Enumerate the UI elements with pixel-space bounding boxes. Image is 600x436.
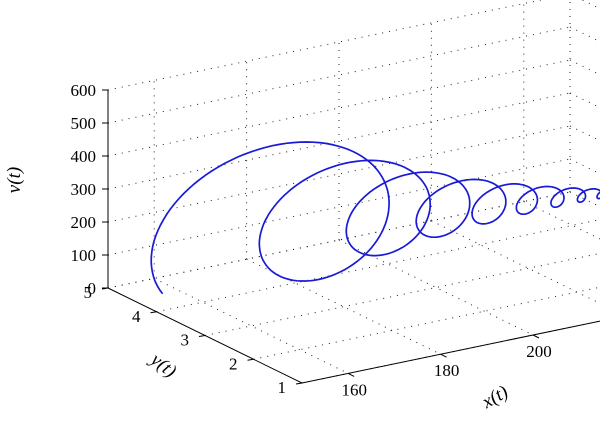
grid-back-z [107,26,571,124]
grid-side-z [569,26,600,43]
grid-side-z [569,125,600,142]
grid-floor-y [156,219,600,313]
z-tick-label: 0 [88,279,97,298]
grid-back-z [107,125,571,223]
y-tick-label: 4 [132,307,141,326]
grid-side-z [569,191,600,208]
trajectory-series-0 [150,141,600,295]
z-tick-label: 100 [71,246,97,265]
y-tick-mark [295,382,303,385]
y-tick-label: 5 [84,283,93,302]
grid-side-z [569,158,600,175]
z-tick-label: 400 [71,147,97,166]
grid-side-z [569,92,600,109]
y-tick-label: 3 [181,331,190,350]
grid-side-z [581,0,600,10]
z-tick-label: 600 [71,81,97,100]
y-tick-label: 1 [278,378,287,397]
series-layer [150,141,600,295]
y-tick-mark [247,358,254,361]
grid-side-z [569,59,600,76]
x-tick-mark [532,334,540,339]
x-tick-label: 180 [434,361,460,380]
x-tick-mark [347,372,355,377]
z-axis-label: v(t) [4,167,25,193]
x-axis-label: x(t) [478,382,512,414]
y-tick-mark [198,335,206,337]
grid-floor-x [523,201,600,240]
y-tick-label: 2 [229,354,238,373]
y-axis-label: y(t) [145,348,180,382]
y-tick-mark [150,311,157,314]
z-tick-label: 300 [71,180,97,199]
grid-floor-y [204,252,600,336]
x-tick-label: 160 [341,380,367,399]
z-tick-label: 200 [71,213,97,232]
grid-back-z [107,158,571,256]
ticks-layer: 160180200220240123450100200300400500600 [71,81,552,399]
z-tick-label: 500 [71,114,97,133]
x-tick-label: 200 [526,342,552,361]
x-tick-mark [440,353,447,358]
grid-layer [107,0,600,384]
grid-back-z [107,0,544,91]
grid-floor-x [431,220,600,304]
